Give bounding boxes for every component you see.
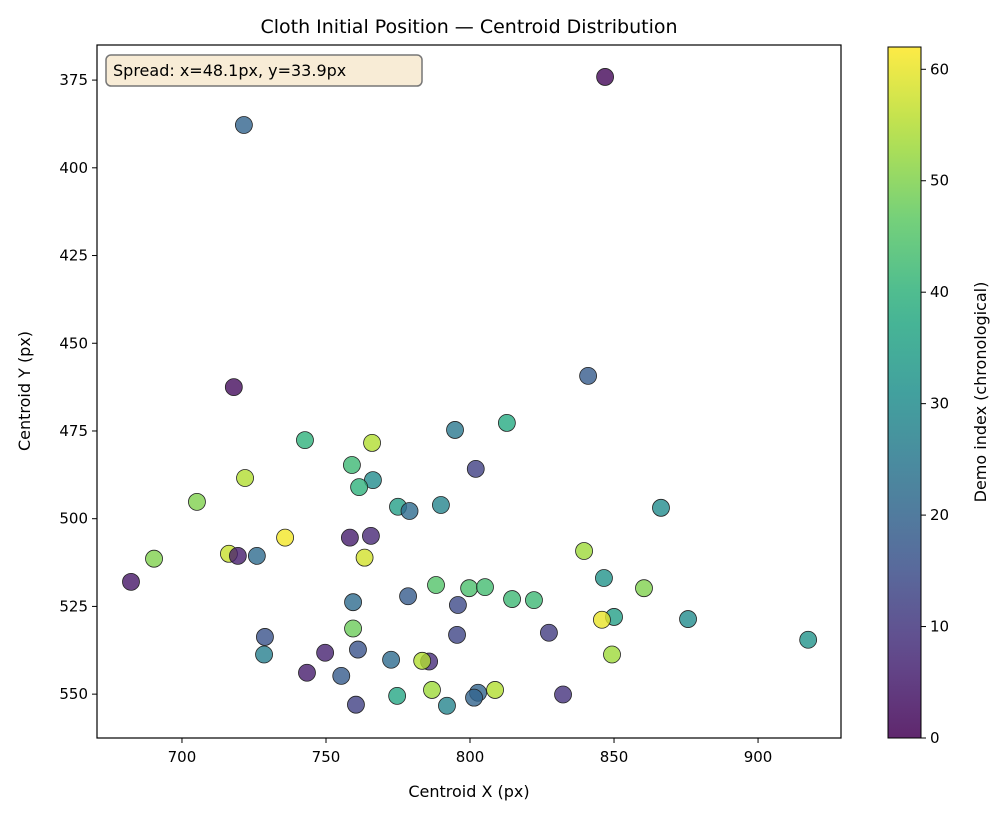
y-tick-label: 400 bbox=[59, 159, 88, 177]
data-point bbox=[332, 666, 351, 685]
data-point bbox=[486, 681, 504, 699]
data-point bbox=[603, 645, 621, 664]
data-point bbox=[347, 695, 365, 714]
data-point bbox=[362, 526, 380, 545]
data-point bbox=[466, 459, 485, 478]
data-point bbox=[497, 414, 516, 432]
spread-annotation: Spread: x=48.1px, y=33.9px bbox=[105, 54, 423, 87]
data-point bbox=[575, 542, 593, 560]
colorbar-label: Demo index (chronological) bbox=[971, 282, 990, 503]
data-point bbox=[399, 587, 417, 606]
data-point bbox=[540, 623, 558, 642]
annotation-box bbox=[105, 54, 423, 87]
data-point bbox=[652, 498, 670, 517]
data-point bbox=[465, 688, 483, 707]
data-point bbox=[296, 431, 314, 449]
x-axis: 700 750 800 850 900 bbox=[168, 738, 773, 766]
data-point bbox=[234, 116, 253, 134]
colorbar-tick-label: 0 bbox=[930, 729, 940, 747]
data-point bbox=[236, 469, 254, 487]
data-point bbox=[256, 628, 274, 646]
data-point bbox=[449, 596, 467, 614]
data-point bbox=[388, 686, 407, 705]
data-point bbox=[635, 579, 653, 598]
data-point bbox=[228, 546, 247, 565]
x-tick-label: 800 bbox=[456, 748, 485, 766]
x-tick-label: 750 bbox=[312, 748, 341, 766]
colorbar-tick-label: 20 bbox=[930, 506, 949, 524]
data-point bbox=[596, 68, 614, 86]
colorbar-axis: 0 10 20 30 40 50 60 bbox=[921, 60, 949, 747]
colorbar-tick-label: 30 bbox=[930, 395, 949, 413]
data-point bbox=[595, 569, 613, 587]
y-tick-label: 375 bbox=[59, 71, 88, 89]
y-tick-label: 525 bbox=[59, 597, 88, 615]
data-point bbox=[363, 434, 381, 452]
data-point bbox=[446, 421, 464, 439]
data-point bbox=[247, 546, 266, 565]
data-point bbox=[340, 528, 359, 547]
colorbar-tick-label: 60 bbox=[930, 60, 949, 78]
data-point bbox=[188, 492, 206, 511]
annotation-text: Spread: x=48.1px, y=33.9px bbox=[113, 61, 346, 80]
data-point bbox=[316, 643, 335, 662]
colorbar bbox=[887, 46, 922, 739]
data-point bbox=[799, 630, 818, 649]
y-axis: 375 400 425 450 475 500 525 550 bbox=[59, 71, 97, 703]
colorbar-tick-label: 10 bbox=[930, 618, 949, 636]
data-point bbox=[145, 549, 163, 568]
x-axis-label: Centroid X (px) bbox=[408, 782, 529, 801]
data-point bbox=[400, 502, 419, 520]
chart-title: Cloth Initial Position — Centroid Distri… bbox=[260, 16, 677, 38]
plot-frame bbox=[96, 44, 842, 739]
x-tick-label: 850 bbox=[600, 748, 629, 766]
data-point bbox=[448, 625, 466, 644]
data-point bbox=[432, 496, 450, 514]
x-tick-label: 900 bbox=[744, 748, 773, 766]
y-tick-label: 475 bbox=[59, 422, 88, 440]
data-point bbox=[413, 651, 432, 670]
data-point bbox=[224, 378, 243, 397]
data-point bbox=[593, 610, 611, 629]
data-point bbox=[350, 478, 369, 497]
y-tick-label: 450 bbox=[59, 334, 88, 352]
colorbar-tick-label: 50 bbox=[930, 172, 949, 190]
x-tick-label: 700 bbox=[168, 748, 197, 766]
data-point bbox=[276, 528, 294, 547]
data-point bbox=[355, 548, 374, 567]
y-tick-label: 425 bbox=[59, 247, 88, 265]
data-point bbox=[423, 681, 441, 699]
data-point bbox=[343, 456, 361, 474]
data-point bbox=[427, 576, 445, 594]
data-point bbox=[122, 572, 140, 591]
data-point bbox=[255, 645, 273, 664]
data-point bbox=[476, 578, 494, 597]
y-tick-label: 500 bbox=[59, 510, 88, 528]
y-axis-label: Centroid Y (px) bbox=[15, 331, 34, 451]
data-point bbox=[460, 579, 479, 598]
data-point bbox=[349, 640, 367, 659]
data-point bbox=[298, 663, 316, 682]
data-point bbox=[382, 650, 400, 669]
data-point bbox=[503, 590, 521, 608]
data-point bbox=[344, 593, 362, 612]
data-point bbox=[554, 685, 572, 704]
data-point bbox=[679, 610, 697, 628]
data-point bbox=[344, 619, 362, 638]
data-point bbox=[525, 591, 543, 610]
points-layer bbox=[122, 68, 818, 715]
data-point bbox=[438, 696, 456, 715]
data-point bbox=[579, 366, 598, 385]
colorbar-tick-label: 40 bbox=[930, 283, 949, 301]
y-tick-label: 550 bbox=[59, 685, 88, 703]
